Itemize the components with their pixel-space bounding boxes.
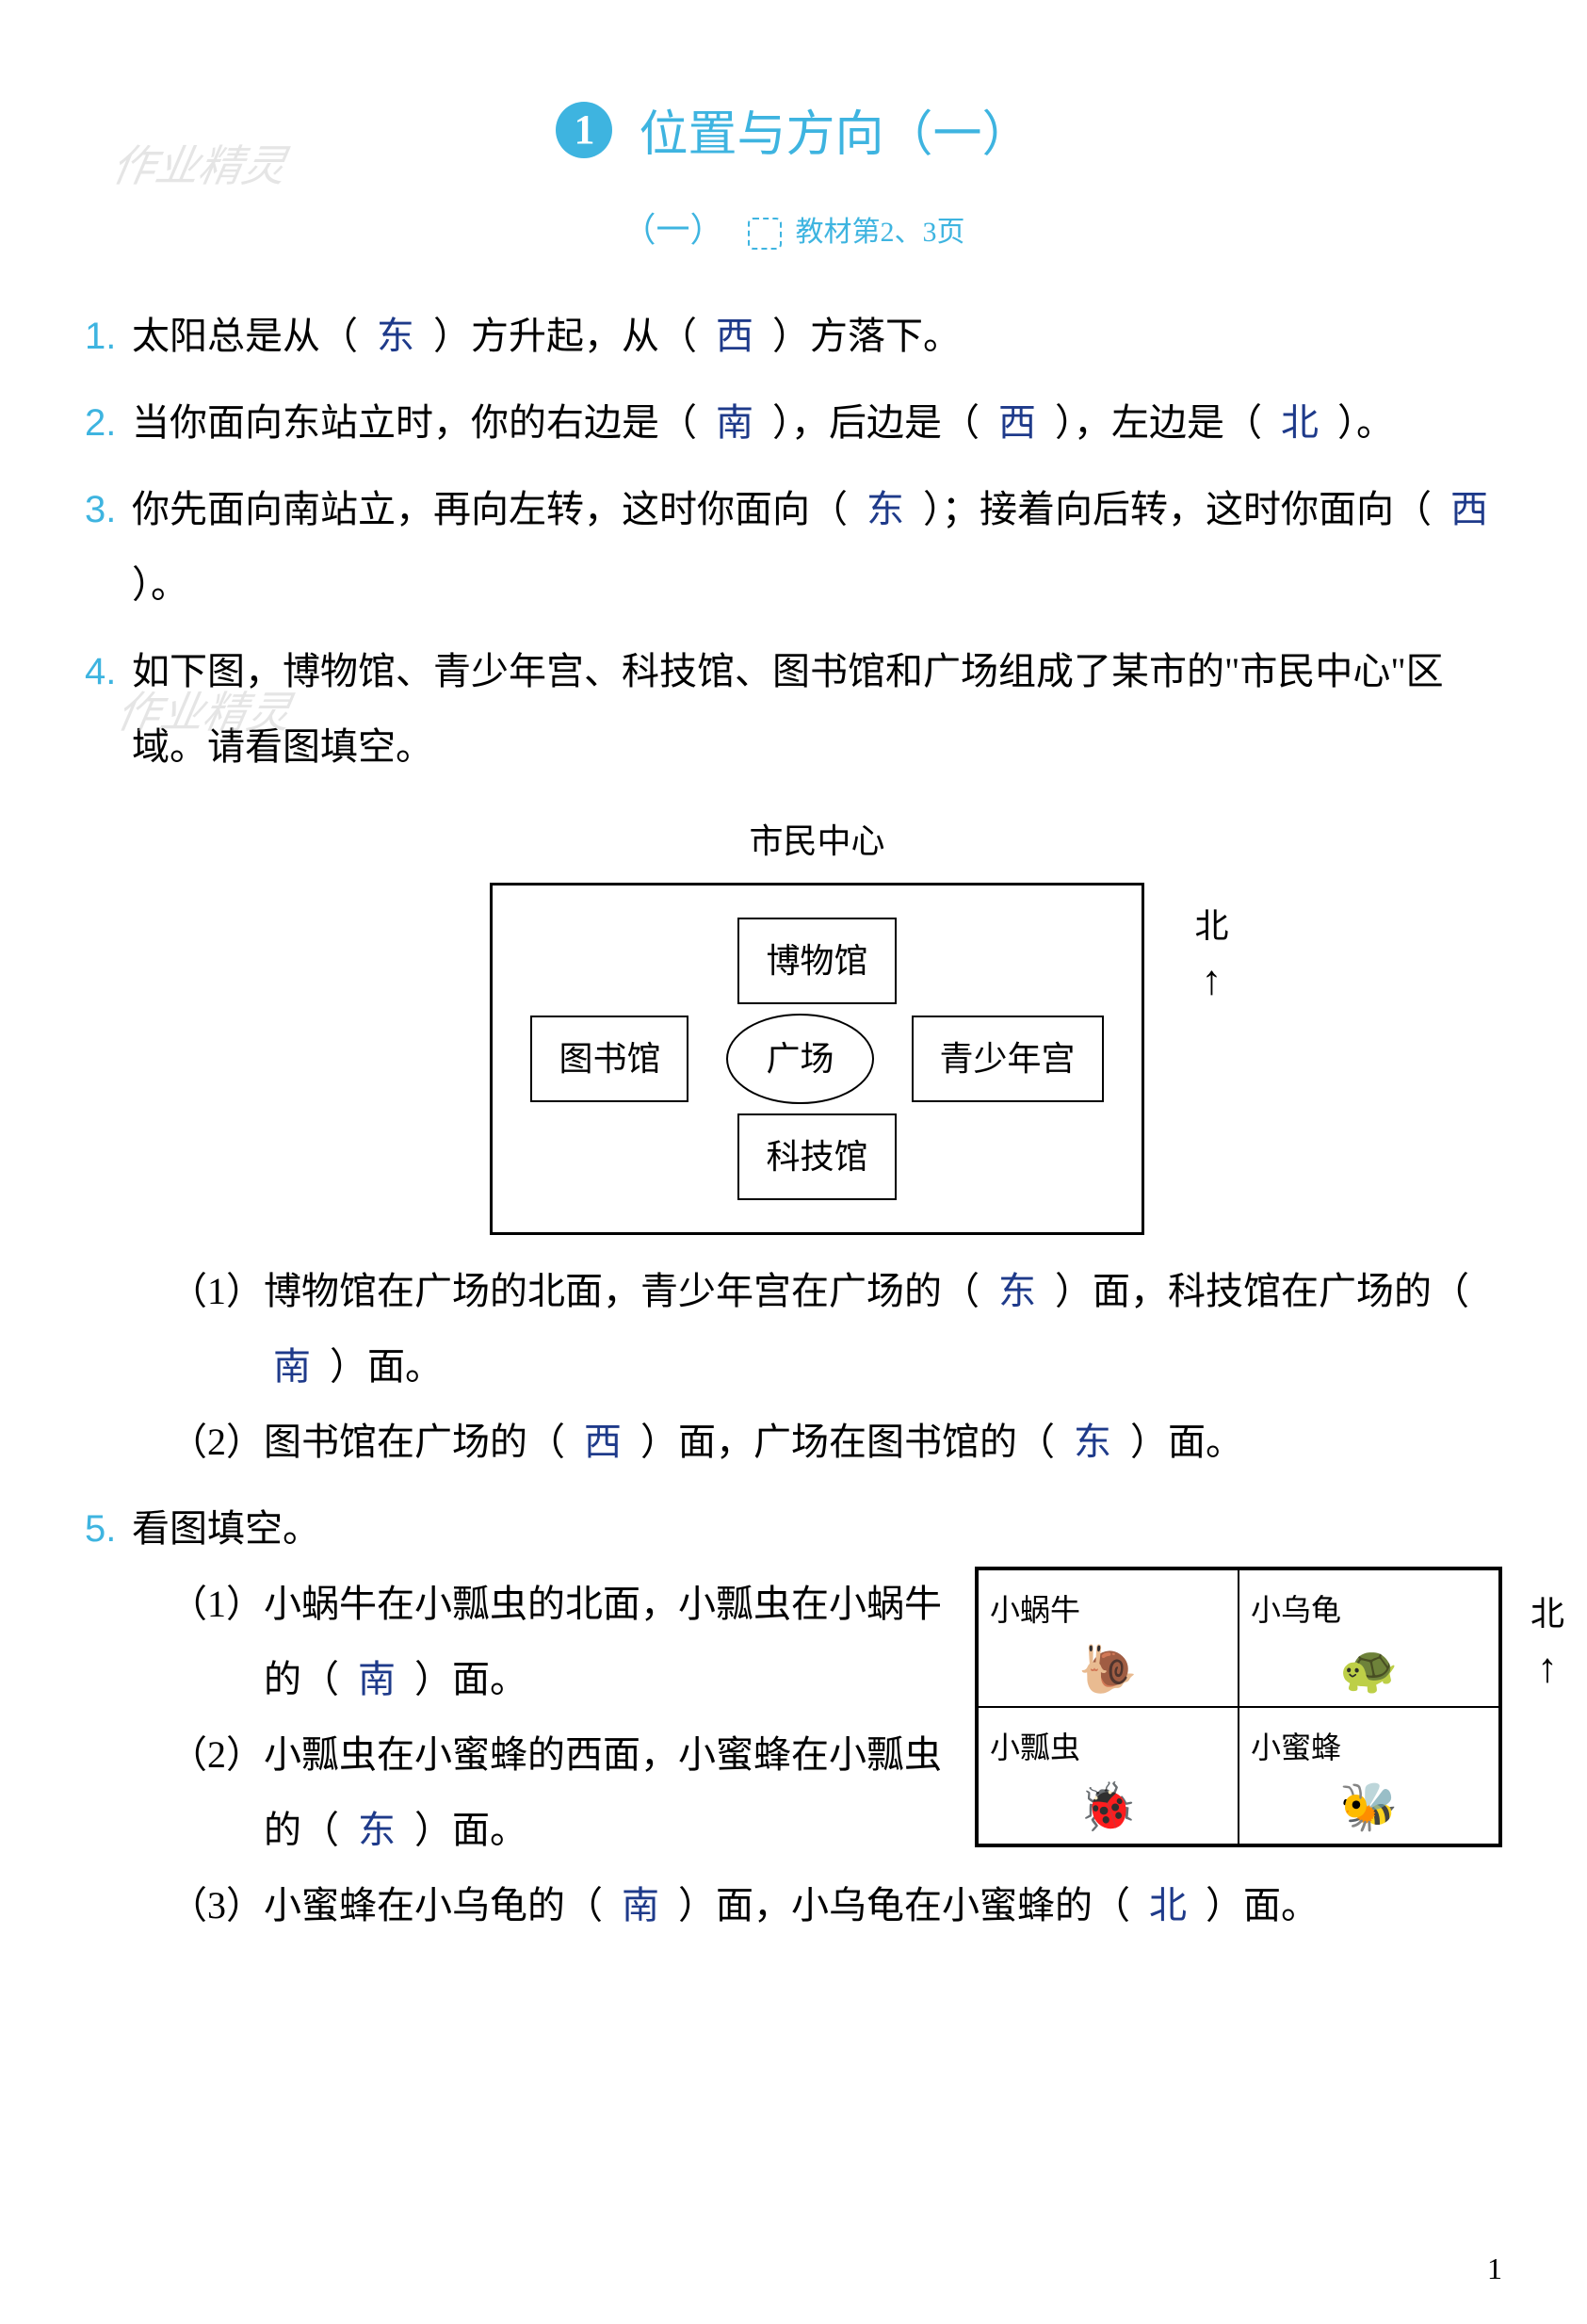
sub-question-number: （1） bbox=[170, 1254, 264, 1405]
answer-blank: 南 bbox=[264, 1345, 320, 1388]
question-number: 2. bbox=[85, 385, 132, 461]
question-intro: 看图填空。 bbox=[132, 1491, 1502, 1567]
sub-question-5-1: （1） 小蜗牛在小瓢虫的北面，小瓢虫在小蜗牛的（ 南 ）面。 bbox=[170, 1567, 947, 1717]
section-subtitle: （一） 教材第2、3页 bbox=[85, 203, 1502, 252]
answer-blank: 西 bbox=[1441, 488, 1498, 530]
sub-question-number: （2） bbox=[170, 1717, 264, 1868]
question-2: 2. 当你面向东站立时，你的右边是（ 南 ），后边是（ 西 ），左边是（ 北 ）… bbox=[85, 385, 1502, 461]
q5-sub-questions: （1） 小蜗牛在小瓢虫的北面，小瓢虫在小蜗牛的（ 南 ）面。 （2） 小瓢虫在小… bbox=[132, 1567, 947, 1868]
north-indicator: 北 bbox=[1195, 892, 1229, 1001]
north-indicator: 北 bbox=[1530, 1580, 1564, 1689]
question-number: 1. bbox=[85, 299, 132, 374]
text-fragment: ），左边是（ bbox=[1055, 401, 1262, 444]
diagram-cell-youth-palace: 青少年宫 bbox=[912, 1016, 1104, 1102]
animal-cell-ladybug: 小瓢虫 🐞 bbox=[978, 1707, 1239, 1845]
question-body: 你先面向南站立，再向左转，这时你面向（ 东 ）；接着向后转，这时你面向（ 西 ）… bbox=[132, 472, 1502, 623]
text-fragment: ）方升起，从（ bbox=[433, 315, 697, 357]
answer-blank: 北 bbox=[1140, 1884, 1196, 1926]
diagram-cell-square: 广场 bbox=[726, 1014, 873, 1104]
text-fragment: 你先面向南站立，再向左转，这时你面向（ bbox=[132, 488, 848, 530]
text-fragment: ）面。 bbox=[330, 1345, 443, 1388]
text-fragment: ）。 bbox=[1337, 401, 1394, 444]
text-fragment: ），后边是（ bbox=[772, 401, 980, 444]
answer-blank: 西 bbox=[706, 315, 763, 357]
text-fragment: 当你面向东站立时，你的右边是（ bbox=[132, 401, 697, 444]
answer-blank: 东 bbox=[367, 315, 424, 357]
sub-question-number: （2） bbox=[170, 1405, 264, 1480]
question-number: 5. bbox=[85, 1491, 132, 1943]
question-list: 1. 太阳总是从（ 东 ）方升起，从（ 西 ）方落下。 2. 当你面向东站立时，… bbox=[85, 299, 1502, 1943]
text-fragment: ）面。 bbox=[414, 1658, 527, 1700]
text-fragment: 博物馆在广场的北面，青少年宫在广场的（ bbox=[264, 1270, 980, 1312]
diagram-title: 市民中心 bbox=[132, 807, 1502, 875]
diagram-cell-science-museum: 科技馆 bbox=[737, 1113, 896, 1200]
answer-blank: 东 bbox=[1064, 1421, 1121, 1463]
book-icon bbox=[748, 218, 782, 250]
sub-question-4-2: （2） 图书馆在广场的（ 西 ）面，广场在图书馆的（ 东 ）面。 bbox=[170, 1405, 1502, 1480]
sub-question-list: （1） 博物馆在广场的北面，青少年宫在广场的（ 东 ）面，科技馆在广场的（ 南 … bbox=[132, 1254, 1502, 1480]
question-body: 当你面向东站立时，你的右边是（ 南 ），后边是（ 西 ），左边是（ 北 ）。 bbox=[132, 385, 1502, 461]
question-number: 3. bbox=[85, 472, 132, 623]
question-number: 4. bbox=[85, 634, 132, 1480]
page-number: 1 bbox=[1487, 2251, 1502, 2286]
question-4: 4. 如下图，博物馆、青少年宫、科技馆、图书馆和广场组成了某市的"市民中心"区域… bbox=[85, 634, 1502, 1480]
answer-blank: 东 bbox=[989, 1270, 1045, 1312]
text-fragment: ）面。 bbox=[414, 1809, 527, 1851]
text-fragment: ）面，科技馆在广场的（ bbox=[1055, 1270, 1469, 1312]
sub-question-number: （3） bbox=[170, 1868, 264, 1943]
question-intro: 如下图，博物馆、青少年宫、科技馆、图书馆和广场组成了某市的"市民中心"区域。请看… bbox=[132, 634, 1502, 785]
turtle-icon: 🐢 bbox=[1339, 1646, 1398, 1693]
animal-grid: 小蜗牛 🐌 小乌龟 🐢 北 小瓢虫 🐞 小 bbox=[975, 1567, 1502, 1847]
diagram-cell-library: 图书馆 bbox=[530, 1016, 688, 1102]
animal-cell-bee: 小蜜蜂 🐝 bbox=[1239, 1707, 1499, 1845]
snail-icon: 🐌 bbox=[1078, 1646, 1137, 1693]
text-fragment: ）；接着向后转，这时你面向（ bbox=[923, 488, 1432, 530]
answer-blank: 北 bbox=[1271, 401, 1328, 444]
text-fragment: ）面，小乌龟在小蜜蜂的（ bbox=[678, 1884, 1130, 1926]
bee-icon: 🐝 bbox=[1339, 1783, 1398, 1830]
subtitle-number: （一） bbox=[622, 211, 723, 249]
text-fragment: 太阳总是从（ bbox=[132, 315, 358, 357]
question-body: 如下图，博物馆、青少年宫、科技馆、图书馆和广场组成了某市的"市民中心"区域。请看… bbox=[132, 634, 1502, 1480]
text-fragment: ）面。 bbox=[1206, 1884, 1319, 1926]
question-3: 3. 你先面向南站立，再向左转，这时你面向（ 东 ）；接着向后转，这时你面向（ … bbox=[85, 472, 1502, 623]
text-fragment: ）面，广场在图书馆的（ bbox=[640, 1421, 1055, 1463]
chapter-title: 位置与方向（一） bbox=[639, 94, 1030, 165]
answer-blank: 东 bbox=[348, 1809, 405, 1851]
page-reference: 教材第2、3页 bbox=[796, 217, 965, 248]
answer-blank: 东 bbox=[857, 488, 914, 530]
sub-question-5-2: （2） 小瓢虫在小蜜蜂的西面，小蜜蜂在小瓢虫的（ 东 ）面。 bbox=[170, 1717, 947, 1868]
question-body: 太阳总是从（ 东 ）方升起，从（ 西 ）方落下。 bbox=[132, 299, 1502, 374]
text-fragment: 小蜜蜂在小乌龟的（ bbox=[264, 1884, 603, 1926]
answer-blank: 西 bbox=[575, 1421, 631, 1463]
animal-label: 小蜜蜂 bbox=[1251, 1717, 1341, 1778]
animal-label: 小乌龟 bbox=[1251, 1580, 1341, 1640]
q5-sub-question-3: （3） 小蜜蜂在小乌龟的（ 南 ）面，小乌龟在小蜜蜂的（ 北 ）面。 bbox=[132, 1868, 1502, 1943]
sub-question-5-3: （3） 小蜜蜂在小乌龟的（ 南 ）面，小乌龟在小蜜蜂的（ 北 ）面。 bbox=[170, 1868, 1502, 1943]
ladybug-icon: 🐞 bbox=[1078, 1783, 1137, 1830]
civic-center-diagram: 市民中心 博物馆 图书馆 广场 青少年宫 科技馆 bbox=[132, 807, 1502, 1235]
answer-blank: 南 bbox=[348, 1658, 405, 1700]
question-body: 看图填空。 （1） 小蜗牛在小瓢虫的北面，小瓢虫在小蜗牛的（ 南 ）面。 （2） bbox=[132, 1491, 1502, 1943]
chapter-header: 1 位置与方向（一） bbox=[85, 94, 1502, 165]
text-fragment: ）面。 bbox=[1130, 1421, 1243, 1463]
animal-label: 小蜗牛 bbox=[990, 1580, 1080, 1640]
animal-cell-turtle: 小乌龟 🐢 北 bbox=[1239, 1569, 1499, 1707]
animal-label: 小瓢虫 bbox=[990, 1717, 1080, 1778]
question-5: 5. 看图填空。 （1） 小蜗牛在小瓢虫的北面，小瓢虫在小蜗牛的（ 南 ）面。 … bbox=[85, 1491, 1502, 1943]
chapter-number-badge: 1 bbox=[556, 102, 612, 158]
answer-blank: 西 bbox=[989, 401, 1045, 444]
text-fragment: 图书馆在广场的（ bbox=[264, 1421, 565, 1463]
sub-question-number: （1） bbox=[170, 1567, 264, 1717]
question-1: 1. 太阳总是从（ 东 ）方升起，从（ 西 ）方落下。 bbox=[85, 299, 1502, 374]
diagram-frame: 博物馆 图书馆 广场 青少年宫 科技馆 bbox=[490, 883, 1143, 1235]
answer-blank: 南 bbox=[706, 401, 763, 444]
animal-cell-snail: 小蜗牛 🐌 bbox=[978, 1569, 1239, 1707]
animal-diagram: 小蜗牛 🐌 小乌龟 🐢 北 小瓢虫 🐞 小 bbox=[975, 1567, 1502, 1847]
diagram-cell-museum: 博物馆 bbox=[737, 918, 896, 1004]
text-fragment: ）方落下。 bbox=[772, 315, 961, 357]
answer-blank: 南 bbox=[612, 1884, 669, 1926]
text-fragment: ）。 bbox=[132, 563, 188, 606]
sub-question-4-1: （1） 博物馆在广场的北面，青少年宫在广场的（ 东 ）面，科技馆在广场的（ 南 … bbox=[170, 1254, 1502, 1405]
